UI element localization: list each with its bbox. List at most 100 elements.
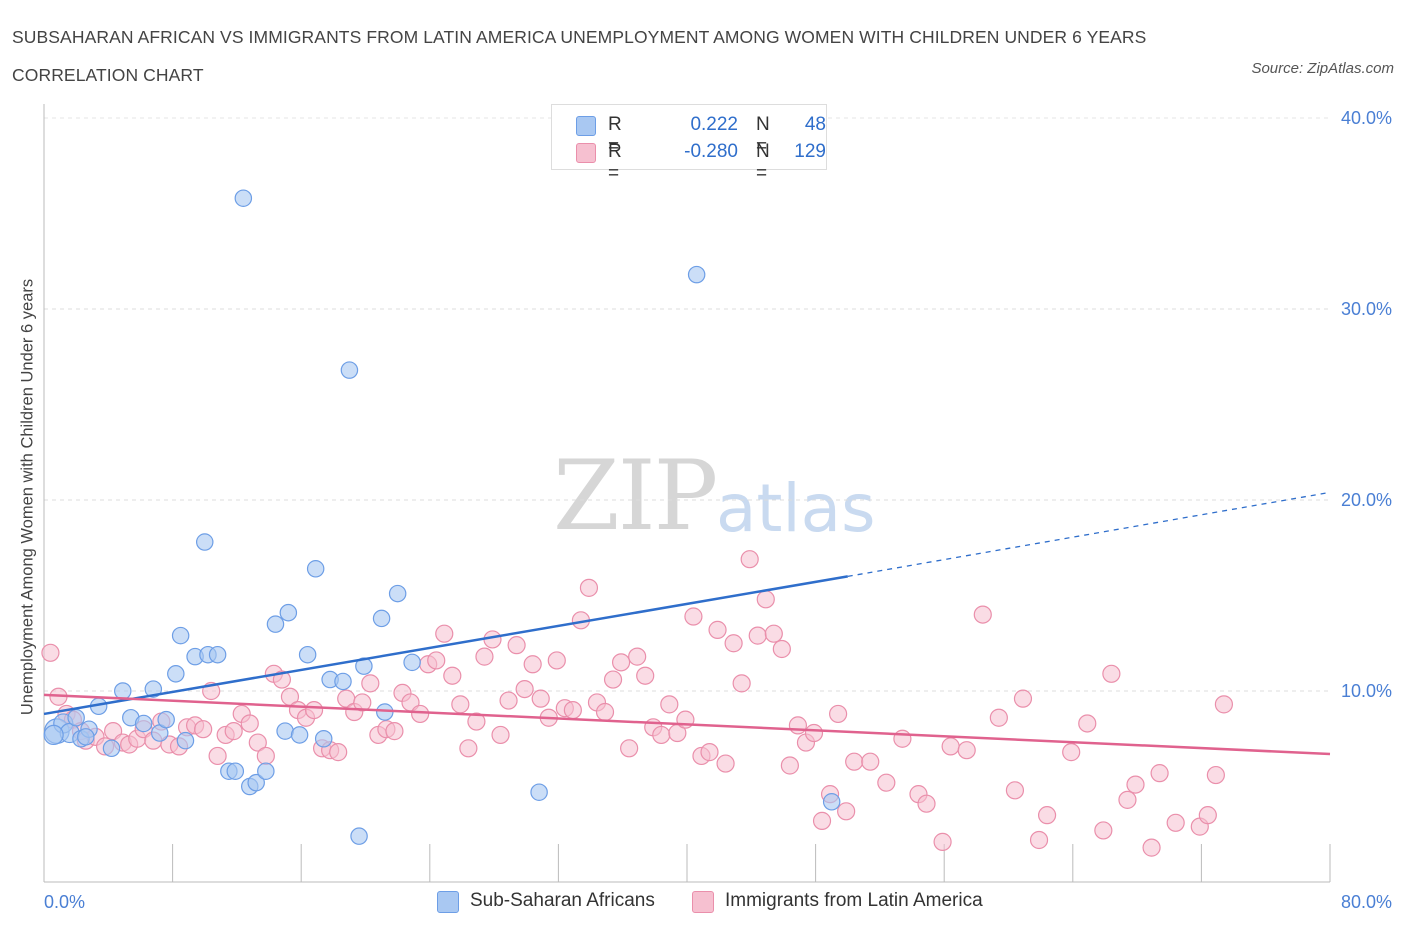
data-point-sub-saharan bbox=[279, 603, 298, 622]
legend-r-value: -0.280 bbox=[684, 141, 738, 162]
data-point-latin-america bbox=[256, 746, 275, 766]
data-point-latin-america bbox=[788, 716, 808, 735]
data-point-latin-america bbox=[595, 702, 615, 722]
trend-line-latin-america bbox=[43, 693, 1331, 756]
y-tick-label: 40.0% bbox=[1341, 108, 1392, 128]
data-point-sub-saharan bbox=[167, 665, 185, 683]
data-point-sub-saharan bbox=[276, 722, 294, 740]
data-point-latin-america bbox=[1150, 764, 1169, 783]
data-point-latin-america bbox=[660, 695, 679, 714]
y-tick-label: 20.0% bbox=[1341, 490, 1392, 510]
axes bbox=[43, 104, 1331, 883]
data-point-sub-saharan bbox=[298, 645, 317, 664]
data-point-sub-saharan bbox=[77, 728, 95, 746]
series-sub-saharan-points bbox=[43, 189, 841, 845]
data-point-latin-america bbox=[1102, 664, 1121, 683]
data-point-sub-saharan bbox=[314, 729, 333, 748]
y-tick-label: 10.0% bbox=[1341, 681, 1392, 701]
data-point-latin-america bbox=[1206, 765, 1225, 785]
data-point-latin-america bbox=[194, 720, 213, 739]
watermark-zip: ZIP bbox=[553, 440, 718, 552]
data-point-latin-america bbox=[1029, 830, 1049, 850]
data-point-sub-saharan bbox=[102, 739, 121, 758]
data-point-sub-saharan bbox=[176, 731, 195, 750]
data-point-latin-america bbox=[272, 670, 292, 689]
data-point-latin-america bbox=[361, 674, 380, 693]
data-point-sub-saharan bbox=[234, 189, 253, 207]
data-point-latin-america bbox=[973, 605, 992, 624]
legend-n-value: 129 bbox=[794, 141, 826, 162]
data-point-latin-america bbox=[740, 550, 759, 569]
data-point-sub-saharan bbox=[208, 645, 227, 664]
data-point-latin-america bbox=[451, 695, 470, 714]
trend-lines bbox=[43, 491, 1331, 756]
data-point-latin-america bbox=[329, 743, 348, 762]
data-point-latin-america bbox=[579, 578, 599, 597]
data-point-sub-saharan bbox=[350, 827, 368, 845]
data-point-latin-america bbox=[957, 741, 976, 760]
data-point-sub-saharan bbox=[134, 714, 153, 733]
legend-n-label: N = bbox=[756, 114, 770, 157]
y-tick-label: 30.0% bbox=[1341, 299, 1392, 319]
tick-labels: 10.0% 20.0% 30.0% 40.0% 0.0% 80.0% bbox=[44, 108, 1392, 912]
data-point-latin-america bbox=[933, 832, 952, 851]
data-point-latin-america bbox=[248, 733, 267, 752]
data-point-sub-saharan bbox=[114, 682, 132, 700]
bottom-legend-swatch-latin-america bbox=[692, 891, 714, 913]
data-point-latin-america bbox=[628, 647, 647, 666]
data-point-latin-america bbox=[1166, 813, 1185, 832]
data-point-latin-america bbox=[893, 729, 912, 748]
data-point-sub-saharan bbox=[372, 609, 391, 628]
data-point-latin-america bbox=[708, 620, 727, 639]
data-point-sub-saharan bbox=[530, 783, 548, 801]
trend-line-sub-saharan bbox=[43, 575, 848, 716]
data-point-latin-america bbox=[748, 626, 767, 645]
data-point-latin-america bbox=[475, 647, 494, 666]
data-point-latin-america bbox=[716, 754, 735, 773]
data-point-latin-america bbox=[385, 722, 404, 741]
data-point-latin-america bbox=[636, 666, 655, 685]
x-tick-label: 0.0% bbox=[44, 892, 85, 912]
data-point-sub-saharan bbox=[388, 584, 407, 603]
data-point-latin-america bbox=[41, 643, 60, 662]
data-point-sub-saharan bbox=[290, 726, 309, 744]
data-point-latin-america bbox=[499, 691, 518, 710]
data-point-sub-saharan bbox=[340, 361, 359, 379]
data-point-latin-america bbox=[829, 704, 848, 724]
data-point-latin-america bbox=[611, 653, 631, 672]
data-point-sub-saharan bbox=[403, 653, 421, 672]
data-point-sub-saharan bbox=[687, 265, 706, 284]
bottom-legend-label-latin-america: Immigrants from Latin America bbox=[725, 890, 983, 911]
legend-r-value: 0.222 bbox=[690, 114, 738, 135]
data-point-latin-america bbox=[531, 689, 550, 708]
data-point-latin-america bbox=[1062, 743, 1081, 762]
data-point-sub-saharan bbox=[67, 708, 85, 727]
data-point-latin-america bbox=[877, 773, 896, 792]
data-point-latin-america bbox=[1094, 821, 1113, 840]
data-point-latin-america bbox=[459, 739, 478, 758]
trend-line-sub-saharan-extension bbox=[847, 491, 1331, 578]
legend-r-label: R = bbox=[608, 114, 622, 157]
data-point-latin-america bbox=[507, 636, 526, 655]
data-point-latin-america bbox=[804, 723, 824, 743]
data-point-latin-america bbox=[652, 725, 671, 745]
data-point-sub-saharan bbox=[171, 626, 190, 645]
data-point-latin-america bbox=[1013, 689, 1033, 708]
x-tick-label: 80.0% bbox=[1341, 892, 1392, 912]
data-point-latin-america bbox=[917, 794, 936, 813]
data-point-sub-saharan bbox=[334, 672, 352, 691]
data-point-latin-america bbox=[208, 746, 227, 766]
chart-source: Source: ZipAtlas.com bbox=[1251, 60, 1394, 77]
data-point-sub-saharan bbox=[226, 762, 245, 780]
data-point-latin-america bbox=[443, 666, 462, 685]
legend-swatch-latin-america bbox=[576, 143, 596, 163]
data-point-latin-america bbox=[547, 651, 566, 670]
data-point-latin-america bbox=[491, 725, 510, 745]
data-point-latin-america bbox=[603, 670, 623, 689]
data-point-latin-america bbox=[989, 708, 1008, 727]
data-point-latin-america bbox=[700, 743, 719, 762]
data-point-sub-saharan bbox=[257, 762, 275, 780]
data-point-latin-america bbox=[756, 590, 775, 609]
data-point-sub-saharan bbox=[266, 615, 285, 633]
data-point-sub-saharan bbox=[247, 773, 265, 792]
